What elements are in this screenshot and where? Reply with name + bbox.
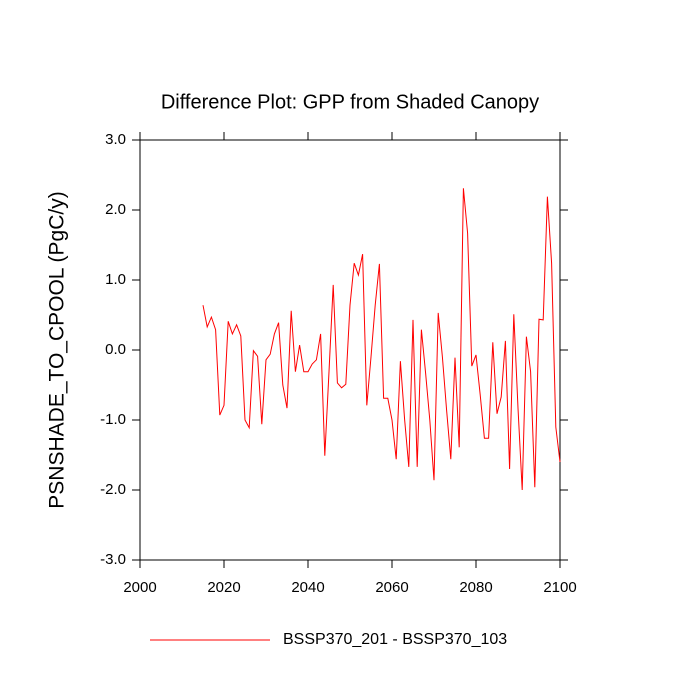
x-tick-label: 2080 [459, 579, 492, 596]
legend-label: BSSP370_201 - BSSP370_103 [283, 631, 507, 648]
x-tick-label: 2100 [543, 579, 576, 596]
x-tick-label: 2060 [375, 579, 408, 596]
x-tick-label: 2020 [207, 579, 240, 596]
plot-frame [139, 139, 561, 561]
chart-title: Difference Plot: GPP from Shaded Canopy [161, 91, 539, 113]
x-tick-label: 2040 [291, 579, 324, 596]
y-tick-label: -2.0 [100, 481, 126, 498]
y-tick-label: 2.0 [105, 201, 126, 218]
y-tick-label: 1.0 [105, 271, 126, 288]
y-tick-label: -1.0 [100, 411, 126, 428]
data-line [202, 188, 561, 491]
y-axis-label: PSNSHADE_TO_CPOOL (PgC/y) [46, 191, 69, 508]
y-tick-label: 3.0 [105, 131, 126, 148]
y-tick-label: 0.0 [105, 341, 126, 358]
y-tick-label: -3.0 [100, 551, 126, 568]
x-tick-label: 2000 [123, 579, 156, 596]
